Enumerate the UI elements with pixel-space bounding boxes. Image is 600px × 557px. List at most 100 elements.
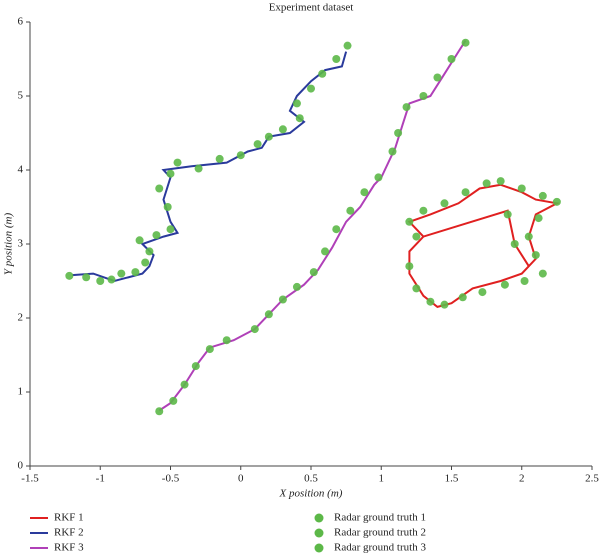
radar-point (117, 269, 126, 278)
radar-point (332, 225, 341, 234)
x-tick-label: 2 (519, 473, 525, 485)
radar-point (510, 240, 519, 248)
x-tick-label: 1 (379, 473, 385, 485)
radar-point (131, 268, 140, 277)
radar-point (264, 132, 273, 141)
radar-point (318, 69, 327, 78)
radar-point (309, 268, 318, 277)
radar-point (552, 197, 561, 206)
radar-point (180, 380, 189, 389)
radar-point (278, 125, 287, 134)
legend-label: Radar ground truth 1 (334, 512, 426, 524)
radar-point (482, 179, 491, 188)
radar-point (461, 38, 470, 47)
radar-point (292, 282, 301, 291)
legend-label: RKF 1 (54, 512, 84, 524)
radar-point (405, 217, 414, 226)
radar-point (166, 169, 175, 178)
radar-point (433, 73, 442, 82)
radar-point (534, 214, 543, 223)
legend-swatch (314, 528, 324, 538)
x-tick-label: 0.5 (304, 473, 318, 485)
radar-point (253, 140, 262, 149)
radar-point (496, 177, 505, 186)
x-tick-label: -0.5 (162, 473, 180, 485)
radar-point (478, 288, 487, 297)
radar-point (163, 203, 172, 211)
legend-swatch (314, 543, 324, 553)
radar-point (295, 114, 304, 123)
radar-point (191, 362, 200, 371)
radar-point (321, 247, 330, 256)
radar-point (388, 147, 397, 156)
radar-point (215, 154, 224, 163)
radar-point (458, 293, 467, 302)
radar-point (500, 280, 509, 289)
y-tick-label: 2 (18, 312, 24, 324)
y-axis-label: Y position (m) (3, 212, 15, 275)
radar-point (503, 210, 512, 219)
radar-point (278, 295, 287, 304)
x-axis-label: X position (m) (279, 488, 343, 500)
legend-label: Radar ground truth 2 (334, 527, 426, 539)
y-tick-label: 0 (18, 460, 24, 472)
radar-point (155, 407, 164, 416)
x-tick-label: 1.5 (445, 473, 459, 485)
trajectory-line (72, 51, 348, 283)
y-tick-label: 1 (18, 386, 24, 398)
radar-point (538, 191, 547, 200)
radar-point (152, 231, 161, 240)
radar-point (405, 262, 414, 271)
radar-point (426, 297, 435, 306)
radar-point (141, 258, 150, 267)
radar-point (292, 99, 301, 108)
x-tick-label: -1.5 (21, 473, 39, 485)
trajectory-line (407, 183, 560, 308)
legend-swatch (314, 513, 324, 523)
radar-point (222, 336, 231, 345)
radar-point (250, 325, 259, 334)
y-tick-label: 5 (18, 90, 24, 102)
radar-point (96, 277, 105, 285)
radar-point (169, 396, 178, 405)
trajectory-line (158, 39, 467, 412)
radar-point (419, 206, 428, 215)
legend-label: Radar ground truth 3 (334, 542, 426, 554)
y-tick-label: 6 (18, 16, 24, 28)
radar-point (440, 300, 449, 309)
x-tick-label: 2.5 (585, 473, 599, 485)
radar-point (343, 41, 352, 50)
radar-point (173, 158, 182, 167)
radar-point (419, 92, 428, 100)
radar-point (440, 199, 449, 208)
radar-point (264, 310, 273, 319)
radar-point (524, 232, 533, 241)
radar-point (412, 284, 421, 293)
radar-point (531, 251, 540, 260)
radar-point (236, 151, 245, 160)
radar-point (145, 247, 154, 256)
y-tick-label: 3 (18, 238, 24, 250)
legend-label: RKF 3 (54, 542, 84, 554)
chart-title: Experiment dataset (269, 2, 354, 14)
radar-point (346, 206, 355, 215)
radar-point (402, 103, 411, 112)
radar-point (461, 188, 470, 197)
radar-point (135, 236, 144, 245)
legend-label: RKF 2 (54, 527, 84, 539)
radar-point (194, 164, 203, 173)
radar-point (394, 129, 403, 137)
radar-point (107, 275, 116, 284)
radar-point (360, 188, 369, 197)
x-tick-label: 0 (238, 473, 244, 485)
y-tick-label: 4 (18, 164, 24, 176)
radar-point (538, 269, 547, 278)
radar-point (205, 345, 214, 354)
radar-point (447, 55, 456, 63)
x-tick-label: -1 (96, 473, 105, 485)
radar-point (520, 277, 529, 285)
radar-point (82, 273, 91, 282)
radar-point (307, 84, 315, 93)
radar-point (517, 184, 526, 193)
